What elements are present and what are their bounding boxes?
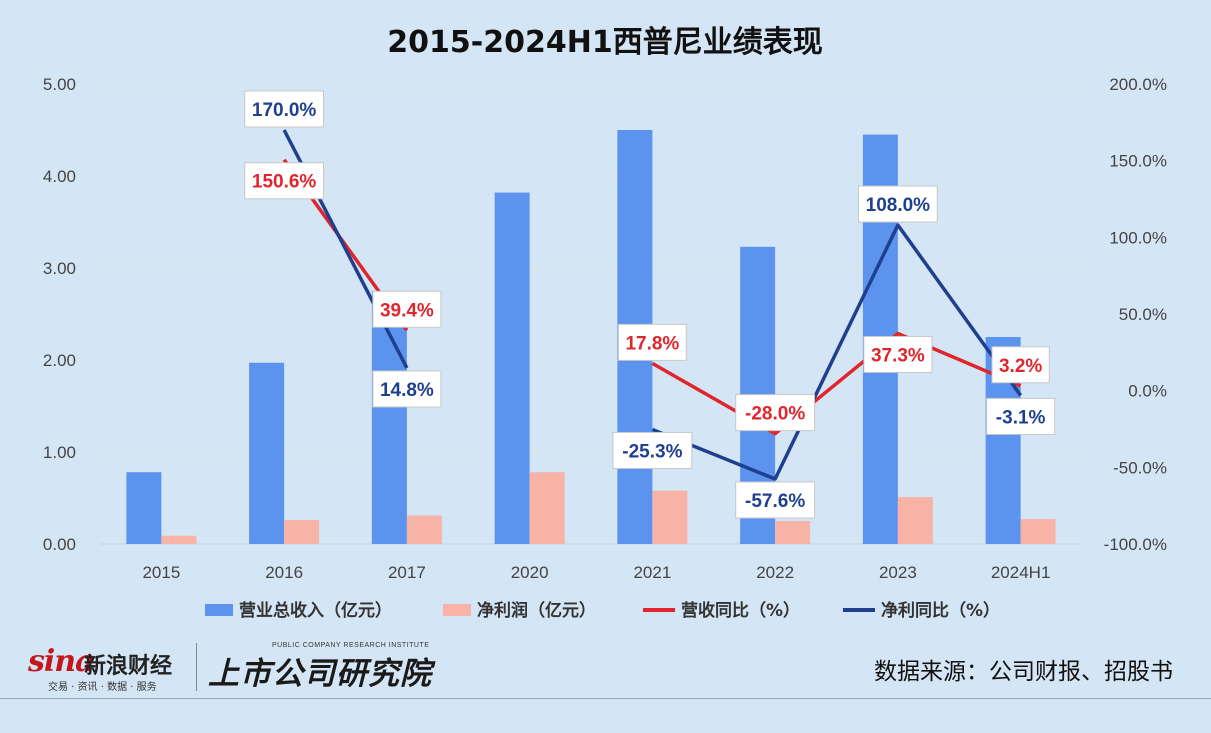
bar-net-profit xyxy=(1020,519,1056,544)
y-right-ticks: -100.0% -50.0% 0.0% 50.0% 100.0% 150.0% 200.0% xyxy=(1104,75,1167,554)
data-source: 数据来源：公司财报、招股书 xyxy=(874,659,1173,685)
sina-logo-subtitle: 交易 · 资讯 · 数据 · 服务 xyxy=(48,682,157,693)
legend-label: 净利润（亿元） xyxy=(477,600,596,621)
data-label-box xyxy=(863,335,933,373)
y-right-tick-label: 0.0% xyxy=(1128,382,1167,401)
bar-revenue xyxy=(249,362,285,544)
sina-logo-word: sina xyxy=(28,644,95,679)
research-institute-logo: PUBLIC COMPANY RESEARCH INSTITUTE 上市公司研究… xyxy=(208,640,438,692)
data-label: 150.6% xyxy=(252,172,317,193)
data-label-box xyxy=(244,162,325,200)
logo-divider xyxy=(196,643,197,691)
data-label: 37.3% xyxy=(871,345,925,366)
data-label: 14.8% xyxy=(380,380,434,401)
sina-finance-logo: sina 新浪财经 交易 · 资讯 · 数据 · 服务 xyxy=(28,640,198,693)
legend-label: 营收同比（%） xyxy=(681,600,800,621)
y-left-ticks: 0.00 1.00 2.00 3.00 4.00 5.00 xyxy=(43,75,76,554)
bar-revenue xyxy=(126,472,162,544)
x-tick-label: 2022 xyxy=(756,563,794,582)
x-tick-label: 2015 xyxy=(142,563,180,582)
x-tick-label: 2023 xyxy=(879,563,917,582)
data-label: 17.8% xyxy=(625,333,679,354)
bar-net-profit xyxy=(529,472,565,544)
data-label-box xyxy=(612,431,693,469)
y-right-tick-label: 200.0% xyxy=(1109,75,1167,94)
data-label: 3.2% xyxy=(999,356,1042,377)
y-right-tick-label: 100.0% xyxy=(1109,228,1167,247)
y-right-tick-label: 50.0% xyxy=(1119,305,1167,324)
data-label: -57.6% xyxy=(745,491,805,512)
bar-net-profit xyxy=(406,515,442,544)
y-left-tick-label: 2.00 xyxy=(43,351,76,370)
legend-swatch-bar xyxy=(443,604,471,616)
data-label-box xyxy=(991,346,1050,384)
y-right-tick-label: -100.0% xyxy=(1104,535,1167,554)
x-tick-label: 2024H1 xyxy=(991,563,1051,582)
y-left-tick-label: 4.00 xyxy=(43,167,76,186)
x-ticks: 2015 2016 2017 2020 2021 2022 2023 2024H1 xyxy=(142,563,1050,582)
data-label: 170.0% xyxy=(252,100,317,121)
legend-swatch-bar xyxy=(205,604,233,616)
legend-label: 净利同比（%） xyxy=(881,600,1000,621)
bar-revenue xyxy=(494,192,530,544)
data-label: 108.0% xyxy=(866,195,931,216)
legend: 营业总收入（亿元） 净利润（亿元） 营收同比（%） 净利同比（%） xyxy=(205,600,1000,621)
bar-net-profit xyxy=(652,490,688,544)
footer-divider xyxy=(0,698,1211,699)
x-tick-label: 2021 xyxy=(633,563,671,582)
y-left-tick-label: 0.00 xyxy=(43,535,76,554)
legend-label: 营业总收入（亿元） xyxy=(239,600,392,621)
grid xyxy=(100,83,1082,545)
chart-title: 2015-2024H1西普尼业绩表现 xyxy=(387,25,822,60)
bar-net-profit xyxy=(897,497,933,544)
data-label-box xyxy=(617,323,687,361)
data-label-box xyxy=(372,290,442,328)
research-institute-logo-en: PUBLIC COMPANY RESEARCH INSTITUTE xyxy=(272,642,430,649)
y-left-tick-label: 3.00 xyxy=(43,259,76,278)
data-label: -25.3% xyxy=(622,441,682,462)
x-tick-label: 2020 xyxy=(511,563,549,582)
data-label: -3.1% xyxy=(996,407,1046,428)
data-label: 39.4% xyxy=(380,300,434,321)
bar-net-profit xyxy=(161,535,197,544)
x-tick-label: 2017 xyxy=(388,563,426,582)
data-label-box xyxy=(986,397,1056,435)
y-left-tick-label: 1.00 xyxy=(43,443,76,462)
bar-net-profit xyxy=(284,520,320,544)
x-tick-label: 2016 xyxy=(265,563,303,582)
data-label-box xyxy=(735,394,816,432)
data-labels: 150.6% 170.0% 39.4% 14.8% 17.8% -25.3% -28.0% -… xyxy=(244,90,1056,519)
research-institute-logo-cn: 上市公司研究院 xyxy=(208,656,432,692)
y-left-tick-label: 5.00 xyxy=(43,75,76,94)
data-label-box xyxy=(735,481,816,519)
y-right-tick-label: -50.0% xyxy=(1113,458,1167,477)
data-label-box xyxy=(372,370,442,408)
data-label: -28.0% xyxy=(745,404,805,425)
bar-revenue xyxy=(371,291,407,544)
y-right-tick-label: 150.0% xyxy=(1109,152,1167,171)
sina-logo-text: 新浪财经 xyxy=(84,654,173,679)
bar-net-profit xyxy=(775,521,811,544)
data-label-box xyxy=(244,90,325,128)
data-label-box xyxy=(857,185,938,223)
